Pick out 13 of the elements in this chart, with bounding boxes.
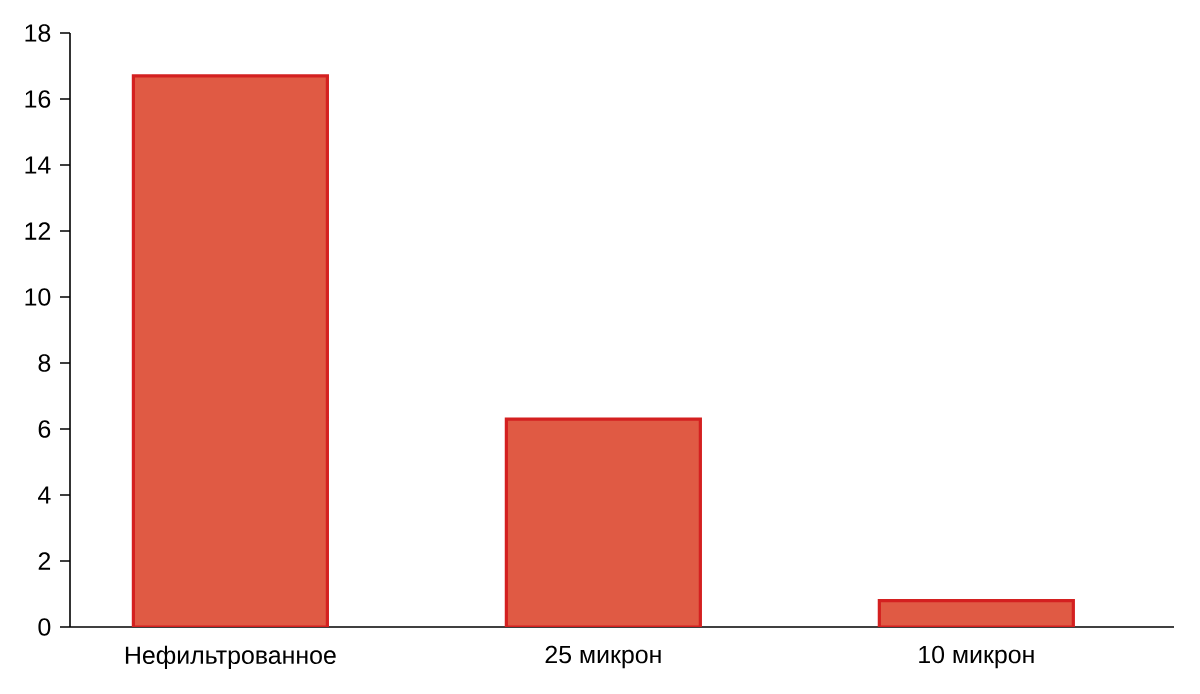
y-tick-label: 12 <box>25 222 51 240</box>
x-tick-label: 10 микрон <box>919 645 1034 669</box>
x-tick-label: Нефильтрованное <box>125 645 336 669</box>
y-tick-label: 10 <box>25 288 51 306</box>
y-tick-label: 0 <box>38 618 51 636</box>
y-tick-label: 8 <box>38 354 51 372</box>
y-tick-label: 14 <box>25 156 51 174</box>
y-tick-label: 6 <box>38 420 51 438</box>
y-tick-label: 16 <box>25 90 51 108</box>
x-tick-label: 25 микрон <box>545 645 661 669</box>
y-tick-label: 18 <box>25 24 51 42</box>
y-tick-label: 4 <box>38 486 51 504</box>
y-tick-label: 2 <box>38 552 51 570</box>
